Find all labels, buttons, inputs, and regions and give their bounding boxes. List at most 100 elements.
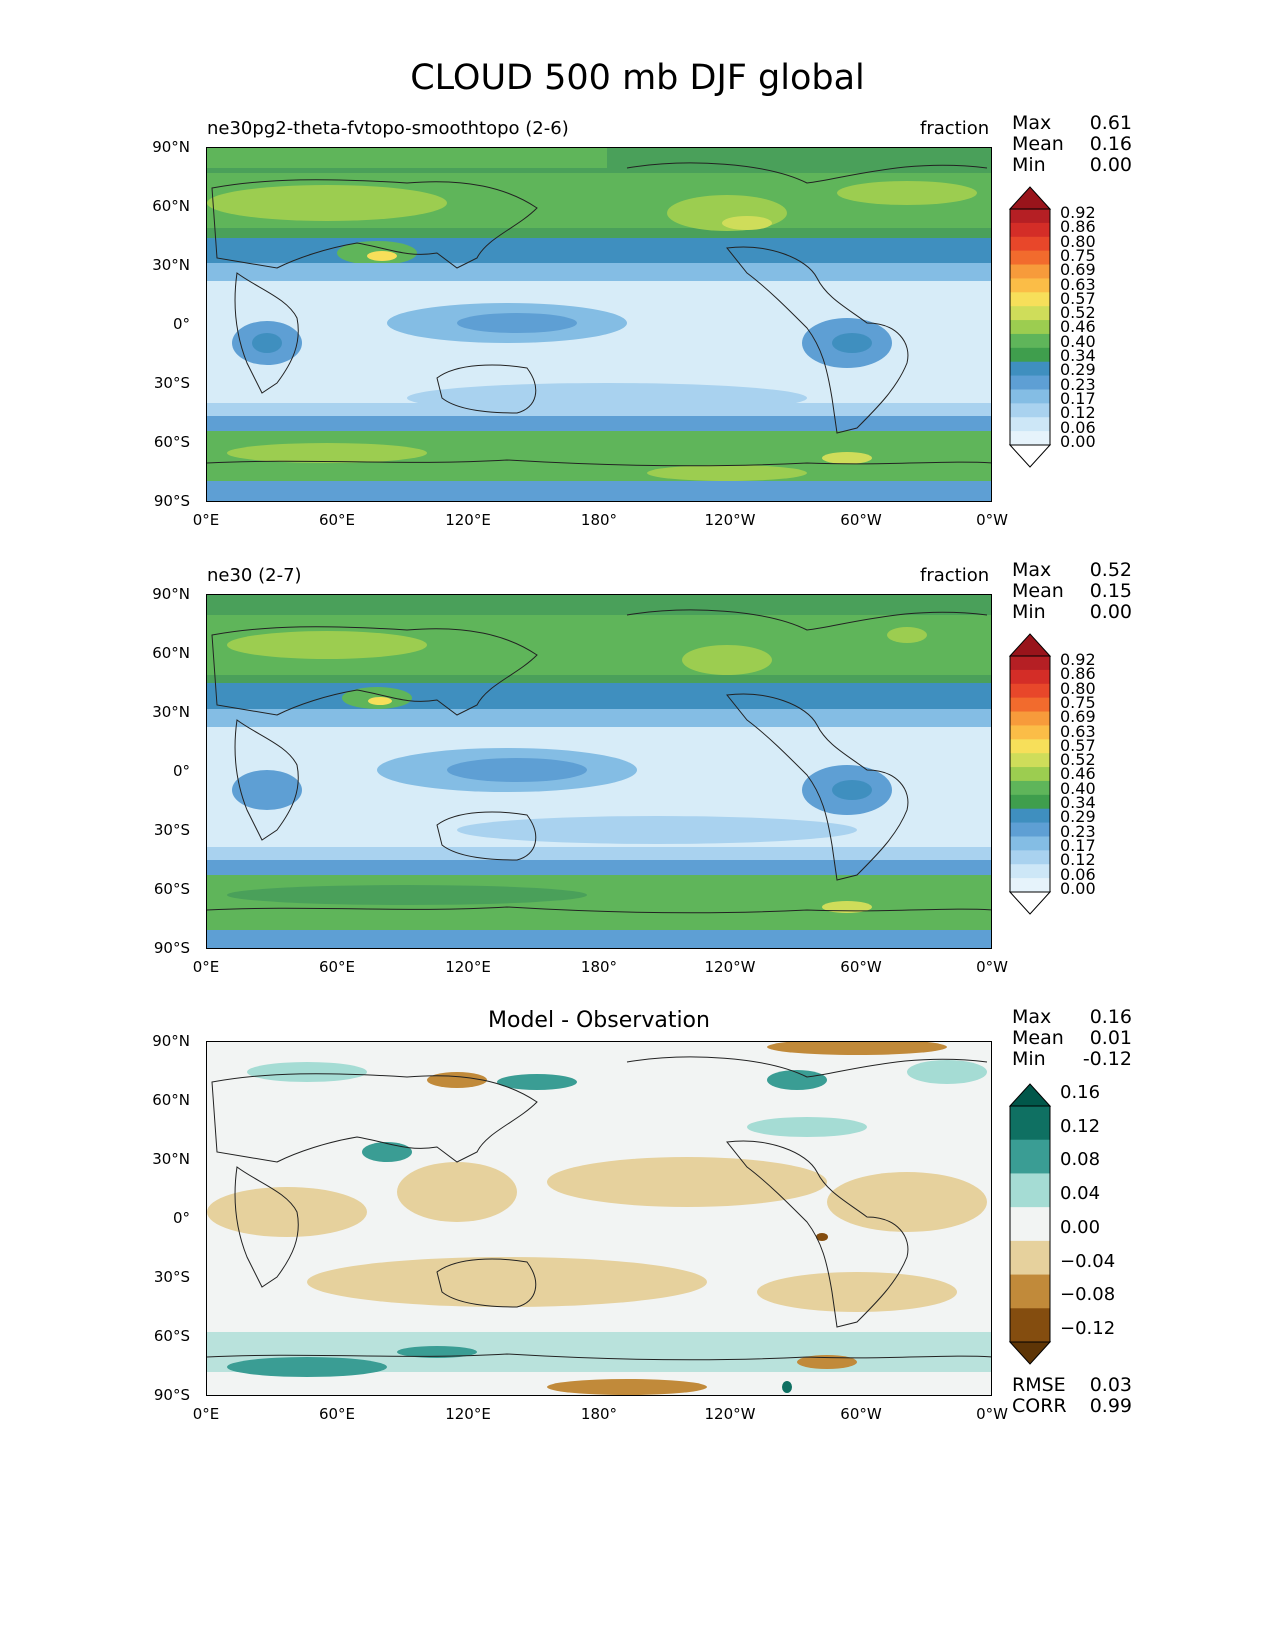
colorbar-tick-label: 0.06 <box>1060 864 1096 884</box>
colorbar-segment <box>1010 222 1050 238</box>
colorbar-tick-label: −0.08 <box>1060 1284 1116 1306</box>
colorbar-segment <box>1010 850 1050 865</box>
panel1-right-label: fraction <box>920 118 990 139</box>
colorbar-tick-label: 0.00 <box>1060 431 1096 451</box>
colorbar-segment <box>1010 1173 1050 1208</box>
panel1-ytick: 0° <box>172 315 190 333</box>
colorbar-tick-label: 0.92 <box>1060 650 1096 669</box>
panel2-xtick: 0°E <box>192 958 220 976</box>
panel1-stat-label: Mean <box>1012 133 1064 155</box>
colorbar-segment <box>1010 389 1050 404</box>
colorbar-segment <box>1010 711 1050 726</box>
panel2-stat-label: Mean <box>1012 580 1064 602</box>
colorbar-extend-top <box>1008 633 1052 657</box>
colorbar-segment <box>1010 320 1050 335</box>
colorbar-tick-label: 0.57 <box>1060 735 1096 755</box>
panel2-stat-value: 0.52 <box>1089 559 1132 581</box>
colorbar-tick-label: 0.17 <box>1060 388 1096 408</box>
panel1-ytick: 90°N <box>152 138 190 156</box>
panel3-xtick: 60°W <box>840 1405 882 1423</box>
colorbar-segment <box>1010 403 1050 418</box>
colorbar-tick-label: 0.75 <box>1060 692 1096 712</box>
panel2-ytick: 90°N <box>152 585 190 603</box>
panel1-xtick: 180° <box>580 511 618 529</box>
panel2-ytick: 30°S <box>153 821 190 839</box>
colorbar-tick-label: 0.00 <box>1060 878 1096 898</box>
panel3-xtick: 60°E <box>318 1405 356 1423</box>
panel2-xtick: 60°W <box>840 958 882 976</box>
colorbar-tick-label: 0.69 <box>1060 707 1096 727</box>
panel1-xtick: 0°W <box>976 511 1008 529</box>
panel2-xtick: 0°W <box>976 958 1008 976</box>
colorbar-tick-label: 0.23 <box>1060 821 1096 841</box>
panel3-stat-value: -0.12 <box>1082 1048 1132 1070</box>
panel3-rmse-value: 0.03 <box>1089 1374 1132 1396</box>
colorbar-segment <box>1010 822 1050 837</box>
panel3-ytick: 60°N <box>152 1091 190 1109</box>
colorbar-tick-label: 0.16 <box>1060 1082 1101 1103</box>
panel1-ytick: 90°S <box>153 492 190 510</box>
colorbar-tick-label: 0.57 <box>1060 288 1096 308</box>
panel1-stat-value: 0.00 <box>1089 154 1132 176</box>
colorbar-tick-label: 0.29 <box>1060 360 1096 380</box>
panel2-left-label: ne30 (2-7) <box>207 565 302 586</box>
colorbar-tick-label: 0.06 <box>1060 417 1096 437</box>
panel2-xtick: 180° <box>580 958 618 976</box>
colorbar-tick-label: 0.04 <box>1060 1183 1101 1205</box>
colorbar-tick-label: 0.46 <box>1060 317 1096 337</box>
panel1-ytick: 60°N <box>152 197 190 215</box>
colorbar-segment <box>1010 697 1050 713</box>
panel2-right-label: fraction <box>920 565 990 586</box>
colorbar-segment <box>1010 292 1050 307</box>
panel1-ytick: 30°N <box>152 256 190 274</box>
colorbar-tick-label: 0.63 <box>1060 274 1096 294</box>
figure-title: CLOUD 500 mb DJF global <box>410 58 865 98</box>
panel3-ytick: 90°S <box>153 1386 190 1404</box>
panel3-xtick: 120°W <box>704 1405 756 1423</box>
panel2-ytick: 30°N <box>152 703 190 721</box>
panel1-stat-value: 0.16 <box>1089 133 1132 155</box>
colorbar-segment <box>1010 375 1050 390</box>
colorbar-segment <box>1010 864 1050 879</box>
panel2-ytick: 60°S <box>153 880 190 898</box>
panel1-map <box>206 147 992 502</box>
colorbar-tick-label: 0.40 <box>1060 778 1096 798</box>
colorbar-tick-label: 0.12 <box>1060 850 1096 870</box>
colorbar-tick-label: 0.63 <box>1060 721 1096 741</box>
colorbar-frame <box>1009 1105 1051 1343</box>
colorbar-segment <box>1010 683 1050 699</box>
colorbar-frame <box>1009 655 1051 893</box>
colorbar-tick-label: 0.86 <box>1060 664 1096 684</box>
panel2-xtick: 60°E <box>318 958 356 976</box>
panel3-xtick: 180° <box>580 1405 618 1423</box>
colorbar-segment <box>1010 836 1050 851</box>
panel3-xtick: 0°W <box>976 1405 1008 1423</box>
colorbar-tick-label: 0.12 <box>1060 403 1096 423</box>
colorbar-segment <box>1010 431 1050 446</box>
panel3-stat-label: Min <box>1012 1048 1046 1070</box>
colorbar-segment <box>1010 1207 1050 1242</box>
colorbar-tick-label: 0.80 <box>1060 231 1096 251</box>
colorbar-segment <box>1010 209 1050 224</box>
panel3-corr-value: 0.99 <box>1089 1395 1132 1417</box>
panel2-ytick: 90°S <box>153 939 190 957</box>
colorbar-segment <box>1010 1240 1050 1276</box>
panel1-xtick: 120°W <box>704 511 756 529</box>
panel2-ytick: 0° <box>172 762 190 780</box>
colorbar-tick-label: −0.04 <box>1060 1250 1116 1272</box>
panel1-ytick: 30°S <box>153 374 190 392</box>
panel1-stat-label: Min <box>1012 154 1046 176</box>
colorbar-segment <box>1010 236 1050 252</box>
panel3-stat-value: 0.16 <box>1089 1006 1132 1028</box>
colorbar-segment <box>1010 264 1050 279</box>
colorbar-tick-label: 0.52 <box>1060 303 1096 323</box>
panel2-stat-value: 0.15 <box>1089 580 1132 602</box>
panel2-stat-value: 0.00 <box>1089 601 1132 623</box>
panel2-map <box>206 594 992 949</box>
colorbar-segment <box>1010 347 1050 363</box>
colorbar-segment <box>1010 669 1050 685</box>
colorbar-extend-bottom <box>1008 444 1052 468</box>
colorbar-segment <box>1010 1106 1050 1141</box>
panel3-stat-label: Mean <box>1012 1027 1064 1049</box>
panel3-xtick: 120°E <box>445 1405 491 1423</box>
